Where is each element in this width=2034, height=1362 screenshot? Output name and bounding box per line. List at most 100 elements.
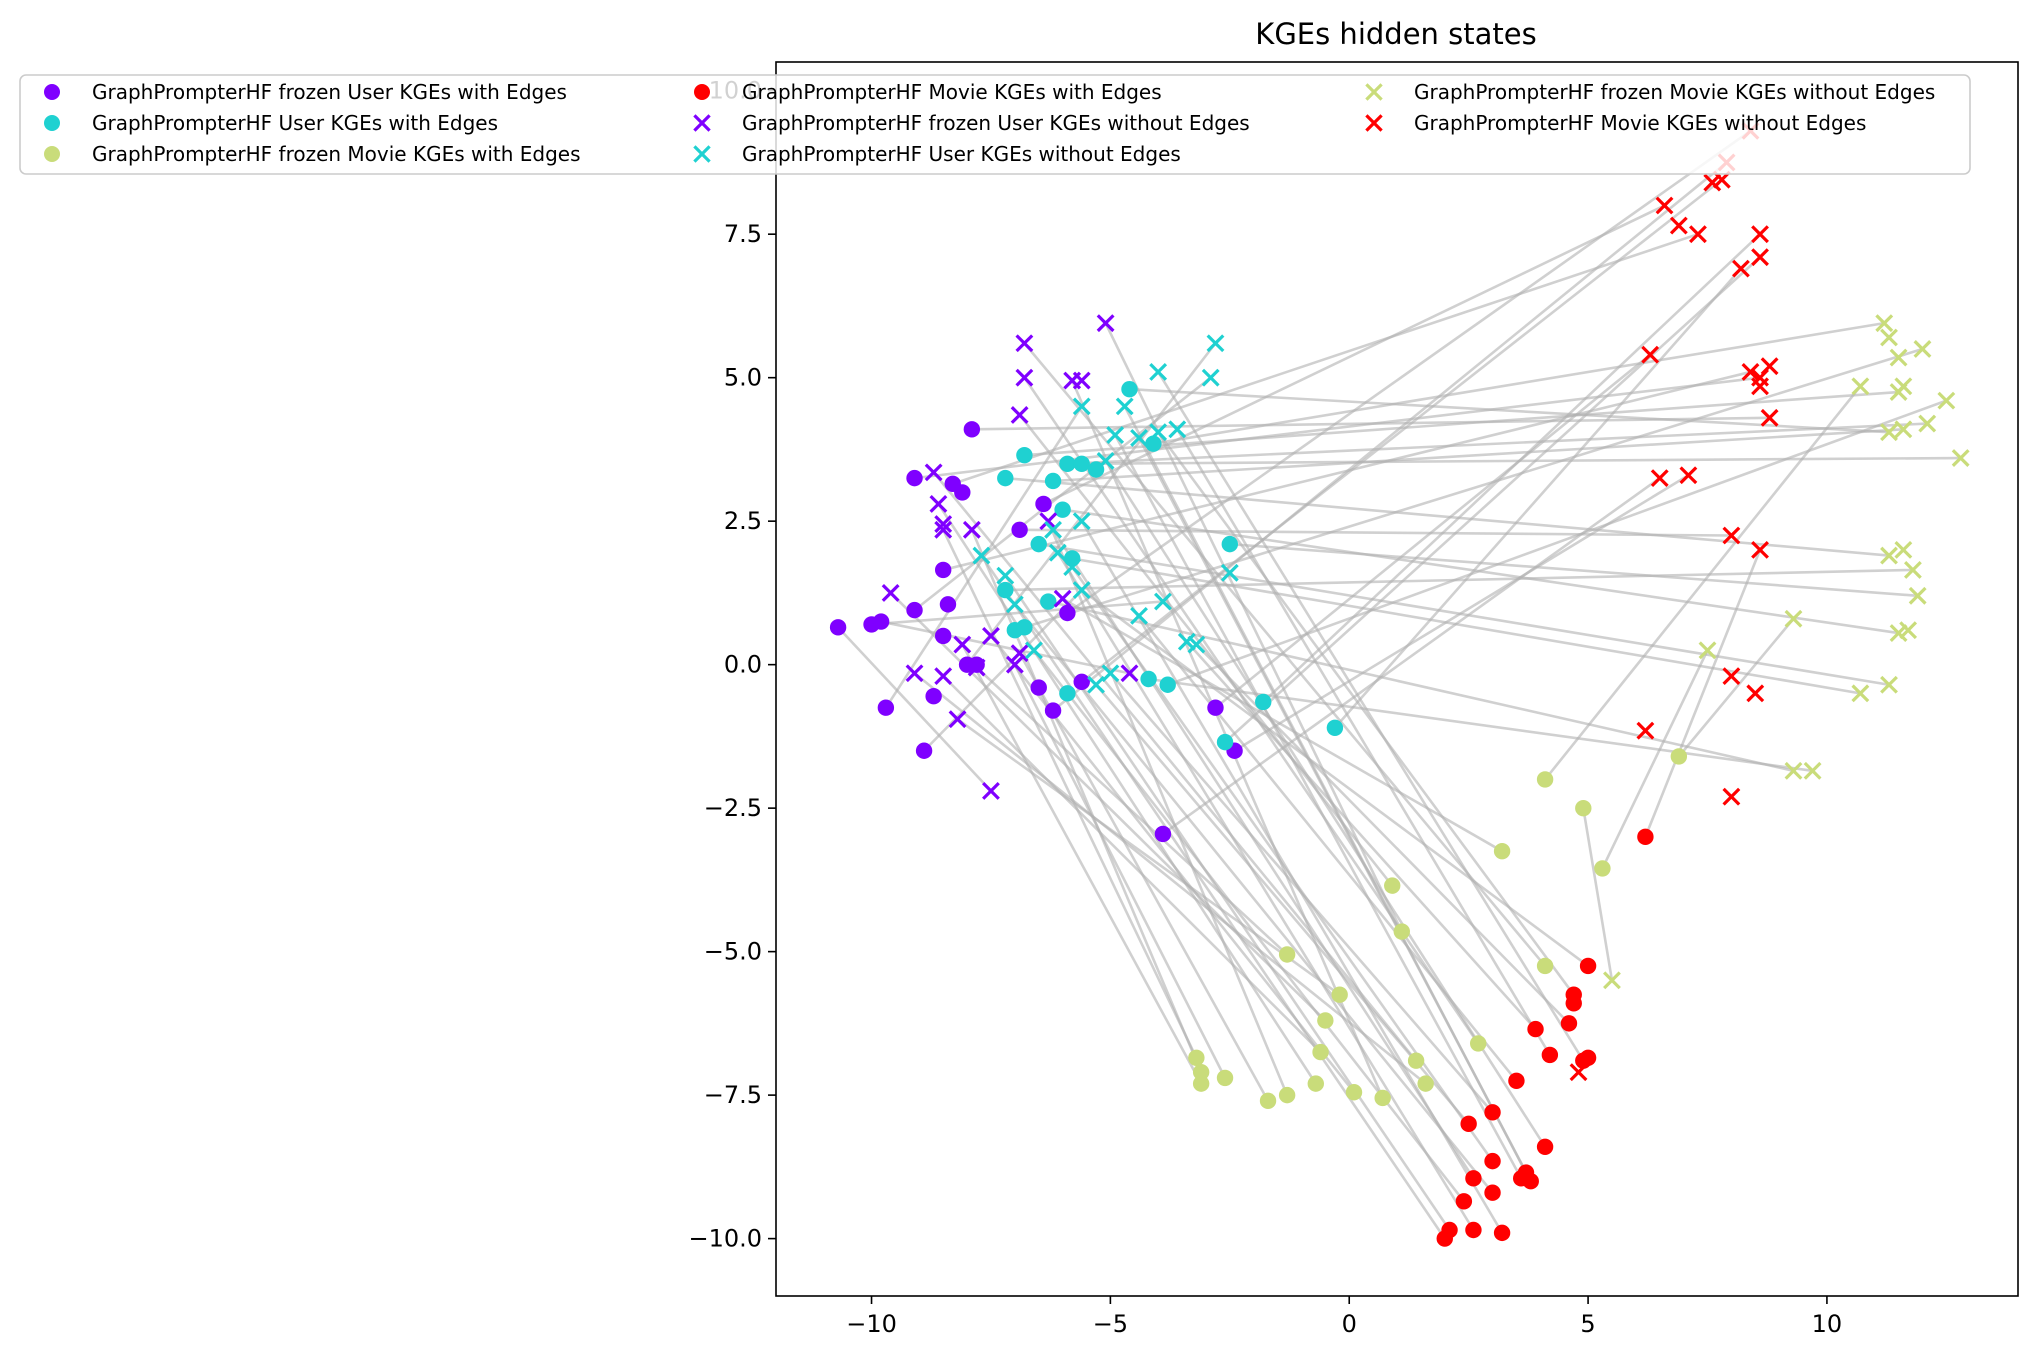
data-point: [934, 667, 953, 686]
data-point: [1040, 593, 1057, 610]
legend-marker: [1365, 83, 1383, 101]
data-point: [1679, 466, 1698, 485]
data-point: [1536, 957, 1554, 975]
data-point: [1345, 1084, 1363, 1101]
data-point: [1278, 946, 1296, 963]
data-point: [924, 463, 943, 482]
connector-line: [1157, 431, 1575, 996]
data-point: [1192, 1075, 1210, 1092]
data-point: [996, 566, 1015, 585]
data-point: [1751, 540, 1769, 559]
data-point: [1536, 771, 1554, 788]
data-point: [1035, 495, 1052, 513]
data-point: [982, 627, 1000, 645]
data-point: [906, 469, 923, 487]
connector-line: [1047, 600, 1794, 773]
connector-line: [1176, 428, 1551, 1056]
x-tick-label: 10: [1812, 1310, 1843, 1338]
data-point: [1541, 1046, 1559, 1064]
data-point: [934, 627, 952, 645]
data-point: [1207, 699, 1224, 716]
y-tick-label: −7.5: [704, 1081, 762, 1109]
data-point: [1025, 641, 1043, 660]
data-point: [982, 781, 1000, 800]
y-tick-label: 7.5: [724, 220, 762, 248]
data-point: [1331, 986, 1348, 1003]
legend-marker: [693, 145, 711, 163]
data-point: [1908, 586, 1927, 605]
connector-line: [952, 232, 1699, 486]
legend-box: [19, 74, 1971, 175]
data-point: [1536, 1138, 1554, 1155]
legend-label: GraphPrompterHF frozen User KGEs with Ed…: [92, 80, 567, 104]
data-point: [1493, 1224, 1511, 1242]
connector-line: [1071, 557, 1861, 695]
data-point: [948, 710, 967, 729]
legend-label: GraphPrompterHF frozen Movie KGEs withou…: [1414, 80, 1935, 104]
data-point: [1889, 348, 1908, 367]
data-point: [1201, 368, 1220, 387]
legend: GraphPrompterHF frozen User KGEs with Ed…: [19, 74, 1971, 175]
data-point: [1803, 761, 1822, 780]
data-point: [1951, 449, 1970, 467]
connector-line: [880, 620, 1130, 675]
data-point: [1140, 670, 1157, 688]
x-tick-label: −10: [846, 1310, 897, 1338]
data-point: [1527, 1020, 1544, 1038]
data-point: [1145, 435, 1162, 452]
connector-line: [1047, 520, 1289, 1096]
legend-label: GraphPrompterHF Movie KGEs with Edges: [742, 80, 1162, 104]
data-point: [1016, 619, 1033, 636]
connector-line: [1038, 542, 1890, 687]
connector-line: [1214, 353, 1651, 709]
data-point: [1851, 684, 1870, 703]
data-point: [1059, 455, 1076, 472]
data-point: [929, 495, 948, 513]
data-point: [1130, 606, 1148, 625]
data-point: [872, 613, 890, 630]
data-point: [1465, 1221, 1482, 1239]
data-point: [1722, 667, 1741, 686]
data-point: [1216, 1069, 1234, 1087]
data-point: [1192, 1063, 1210, 1081]
data-point: [1044, 702, 1062, 719]
legend-marker: [44, 146, 60, 162]
data-point: [1689, 225, 1707, 244]
connector-line: [1013, 603, 1494, 1194]
y-tick-label: 5.0: [724, 364, 762, 392]
x-tick-label: −5: [1093, 1310, 1128, 1338]
data-point: [1894, 420, 1913, 439]
data-point: [1903, 561, 1922, 579]
data-point: [1011, 521, 1028, 538]
connector-line: [1644, 549, 1762, 838]
data-point: [1159, 676, 1176, 693]
data-point: [1073, 455, 1090, 472]
data-point: [1044, 520, 1062, 539]
data-point: [968, 656, 985, 673]
data-point: [1441, 1221, 1458, 1239]
legend-label: GraphPrompterHF frozen User KGEs without…: [742, 111, 1250, 135]
connector-line: [961, 643, 1203, 1085]
data-point: [1168, 420, 1187, 439]
data-point: [1894, 377, 1913, 396]
data-point: [1569, 1063, 1588, 1082]
data-point: [1030, 679, 1047, 696]
connector-line: [1185, 640, 1537, 1030]
data-point: [997, 469, 1014, 487]
data-point: [1732, 259, 1750, 278]
data-point: [1937, 391, 1956, 410]
data-point: [1760, 357, 1779, 376]
data-point: [1039, 512, 1058, 531]
data-point: [1072, 581, 1091, 599]
connector-line: [1104, 460, 1547, 1148]
legend-label: GraphPrompterHF frozen Movie KGEs with E…: [92, 142, 581, 166]
data-point: [1096, 314, 1115, 333]
connector-line: [1114, 434, 1523, 1179]
data-point: [1307, 1075, 1324, 1092]
connector-line: [1677, 617, 1795, 758]
connector-line: [1104, 322, 1403, 933]
data-point: [1508, 1072, 1525, 1089]
data-point: [1565, 995, 1582, 1012]
connector-line: [970, 529, 1203, 1073]
